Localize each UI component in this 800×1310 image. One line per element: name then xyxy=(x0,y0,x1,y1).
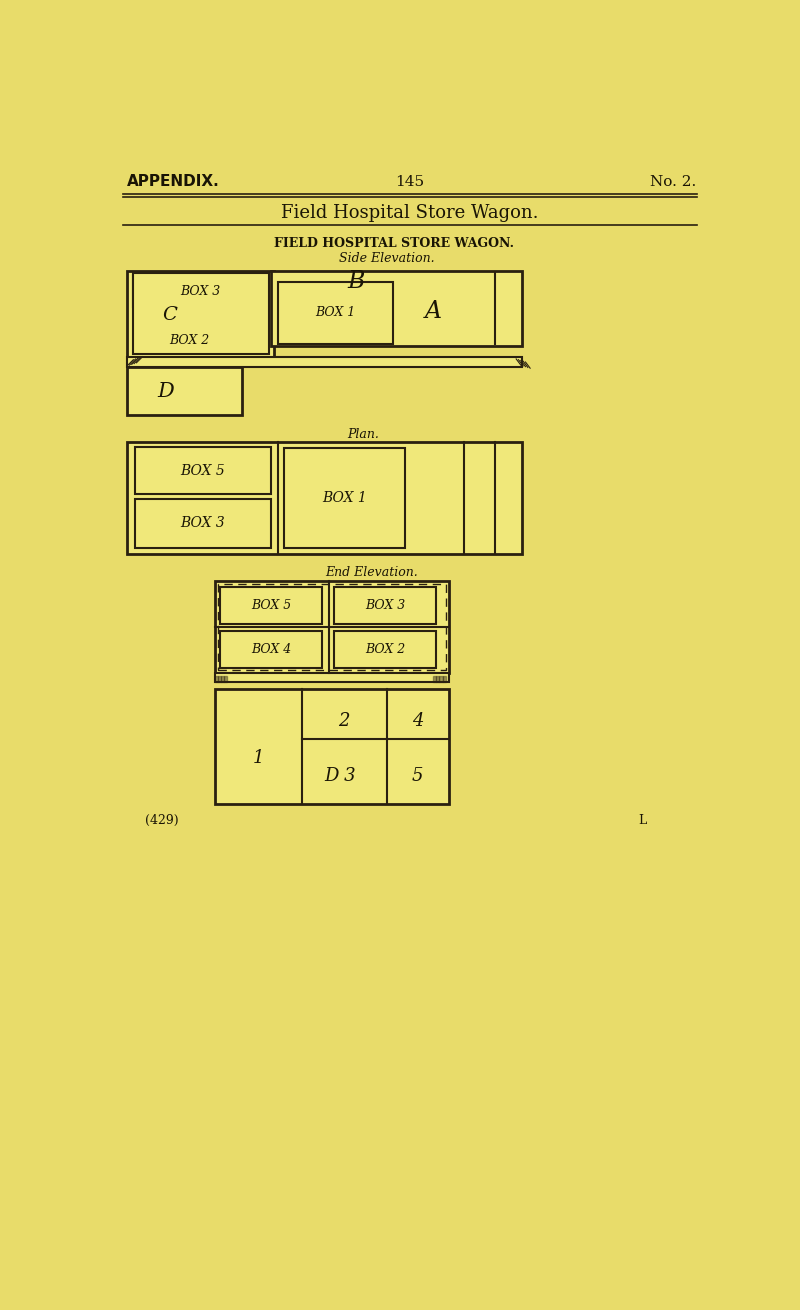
Text: B: B xyxy=(347,270,365,293)
Bar xyxy=(127,271,274,358)
Bar xyxy=(270,271,522,346)
Text: L: L xyxy=(638,815,646,828)
Polygon shape xyxy=(214,676,218,681)
Bar xyxy=(220,587,322,624)
Text: 5: 5 xyxy=(412,766,423,785)
Text: BOX 4: BOX 4 xyxy=(251,643,291,656)
Bar xyxy=(127,441,522,554)
Bar xyxy=(334,587,436,624)
Text: 2: 2 xyxy=(338,711,350,730)
Polygon shape xyxy=(434,676,436,681)
Text: BOX 2: BOX 2 xyxy=(365,643,406,656)
Text: (429): (429) xyxy=(145,815,179,828)
Text: Side Elevation.: Side Elevation. xyxy=(339,253,434,266)
Text: BOX 3: BOX 3 xyxy=(180,516,225,531)
Bar xyxy=(214,673,449,683)
Bar xyxy=(135,499,270,548)
Bar xyxy=(334,630,436,668)
Text: BOX 3: BOX 3 xyxy=(365,599,406,612)
Bar xyxy=(135,448,270,494)
Text: Plan.: Plan. xyxy=(347,428,379,441)
Bar xyxy=(220,630,322,668)
Bar xyxy=(214,580,449,673)
Bar xyxy=(285,448,405,549)
Text: BOX 1: BOX 1 xyxy=(322,491,366,506)
Text: Field Hospital Store Wagon.: Field Hospital Store Wagon. xyxy=(282,203,538,221)
Text: 4: 4 xyxy=(412,711,423,730)
Text: A: A xyxy=(425,300,442,322)
Text: 1: 1 xyxy=(252,749,264,766)
Text: APPENDIX.: APPENDIX. xyxy=(127,174,220,190)
Text: BOX 1: BOX 1 xyxy=(315,307,356,320)
Text: D 3: D 3 xyxy=(325,766,356,785)
Bar xyxy=(127,367,242,415)
Text: End Elevation.: End Elevation. xyxy=(325,566,418,579)
Text: FIELD HOSPITAL STORE WAGON.: FIELD HOSPITAL STORE WAGON. xyxy=(274,237,514,250)
Text: BOX 3: BOX 3 xyxy=(181,284,221,297)
Bar xyxy=(127,358,522,367)
Text: D: D xyxy=(158,381,174,401)
Polygon shape xyxy=(439,676,442,681)
Polygon shape xyxy=(224,676,227,681)
Text: C: C xyxy=(162,307,177,324)
Bar xyxy=(214,689,449,804)
Text: BOX 2: BOX 2 xyxy=(169,334,210,347)
Polygon shape xyxy=(436,676,439,681)
Text: BOX 5: BOX 5 xyxy=(180,464,225,478)
Bar xyxy=(218,584,446,669)
Text: No. 2.: No. 2. xyxy=(650,174,697,189)
Polygon shape xyxy=(442,676,446,681)
Text: BOX 5: BOX 5 xyxy=(251,599,291,612)
Polygon shape xyxy=(218,676,221,681)
Bar xyxy=(133,275,269,308)
Polygon shape xyxy=(221,676,224,681)
Bar xyxy=(133,272,269,354)
Text: 145: 145 xyxy=(395,174,425,189)
Bar xyxy=(278,282,393,343)
